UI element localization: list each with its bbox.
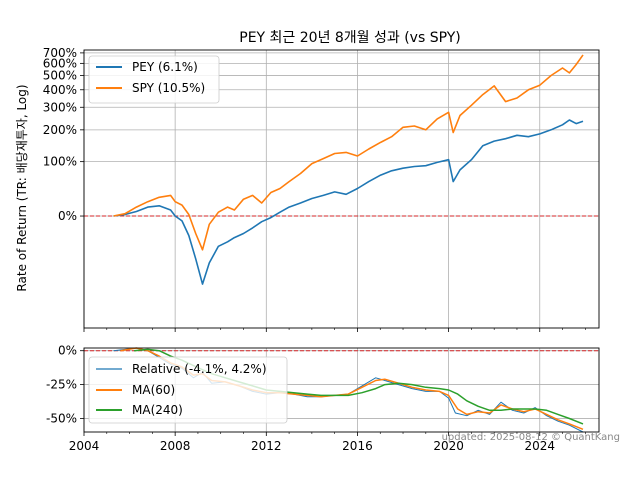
legend-pey-label: PEY (6.1%) <box>132 60 198 74</box>
x-tick-label: 2020 <box>433 439 464 453</box>
relative-chart-panel: 0% -25% -50% 2004 2008 2012 2016 2020 2024 Rela… <box>46 344 600 453</box>
main-chart-panel: 0% 100% 200% 300% 400%500%600%700% PEY (6.1%… <box>43 46 600 332</box>
x-tick-label: 2004 <box>69 439 100 453</box>
legend-ma240-label: MA(240) <box>132 403 183 417</box>
main-series-group <box>113 54 584 285</box>
chart-title: PEY 최근 20년 8개월 성과 (vs SPY) <box>239 30 461 46</box>
y-axis-label: Rate of Return (TR: 배당재투자, Log) <box>15 84 29 291</box>
main-y-ticks: 0% 100% 200% 300% 400%500%600%700% <box>43 46 84 223</box>
y-tick-label: 200% <box>43 123 77 137</box>
updated-watermark: updated: 2025-08-12 © QuantKang <box>442 432 620 443</box>
relative-legend: Relative (-4.1%, 4.2%) MA(60) MA(240) <box>88 356 288 424</box>
legend-spy-label: SPY (10.5%) <box>132 81 205 95</box>
x-tick-label: 2016 <box>342 439 373 453</box>
y-tick-label: 600% <box>43 56 77 70</box>
relative-y-tick-label: -50% <box>46 411 77 425</box>
series-line-spy <box>113 54 584 251</box>
main-legend: PEY (6.1%) SPY (10.5%) <box>88 55 220 104</box>
relative-x-ticks: 2004 2008 2012 2016 2020 2024 <box>69 432 586 453</box>
y-tick-label: 300% <box>43 100 77 114</box>
y-tick-label: 500% <box>43 68 77 82</box>
y-tick-label: 400% <box>43 83 77 97</box>
series-line-pey <box>113 119 584 285</box>
y-tick-label: 700% <box>43 46 77 60</box>
relative-y-tick-label: -25% <box>46 378 77 392</box>
legend-ma60-label: MA(60) <box>132 383 175 397</box>
relative-y-ticks: 0% -25% -50% <box>46 344 84 425</box>
y-tick-label: 100% <box>43 155 77 169</box>
relative-y-tick-label: 0% <box>58 344 77 358</box>
y-tick-label: 0% <box>58 209 77 223</box>
x-tick-label: 2012 <box>251 439 282 453</box>
main-grid <box>83 50 599 328</box>
x-tick-label: 2024 <box>524 439 555 453</box>
relative-plot-frame <box>83 347 600 433</box>
x-tick-label: 2008 <box>160 439 191 453</box>
main-plot-frame <box>83 49 600 329</box>
legend-relative-label: Relative (-4.1%, 4.2%) <box>132 362 267 376</box>
